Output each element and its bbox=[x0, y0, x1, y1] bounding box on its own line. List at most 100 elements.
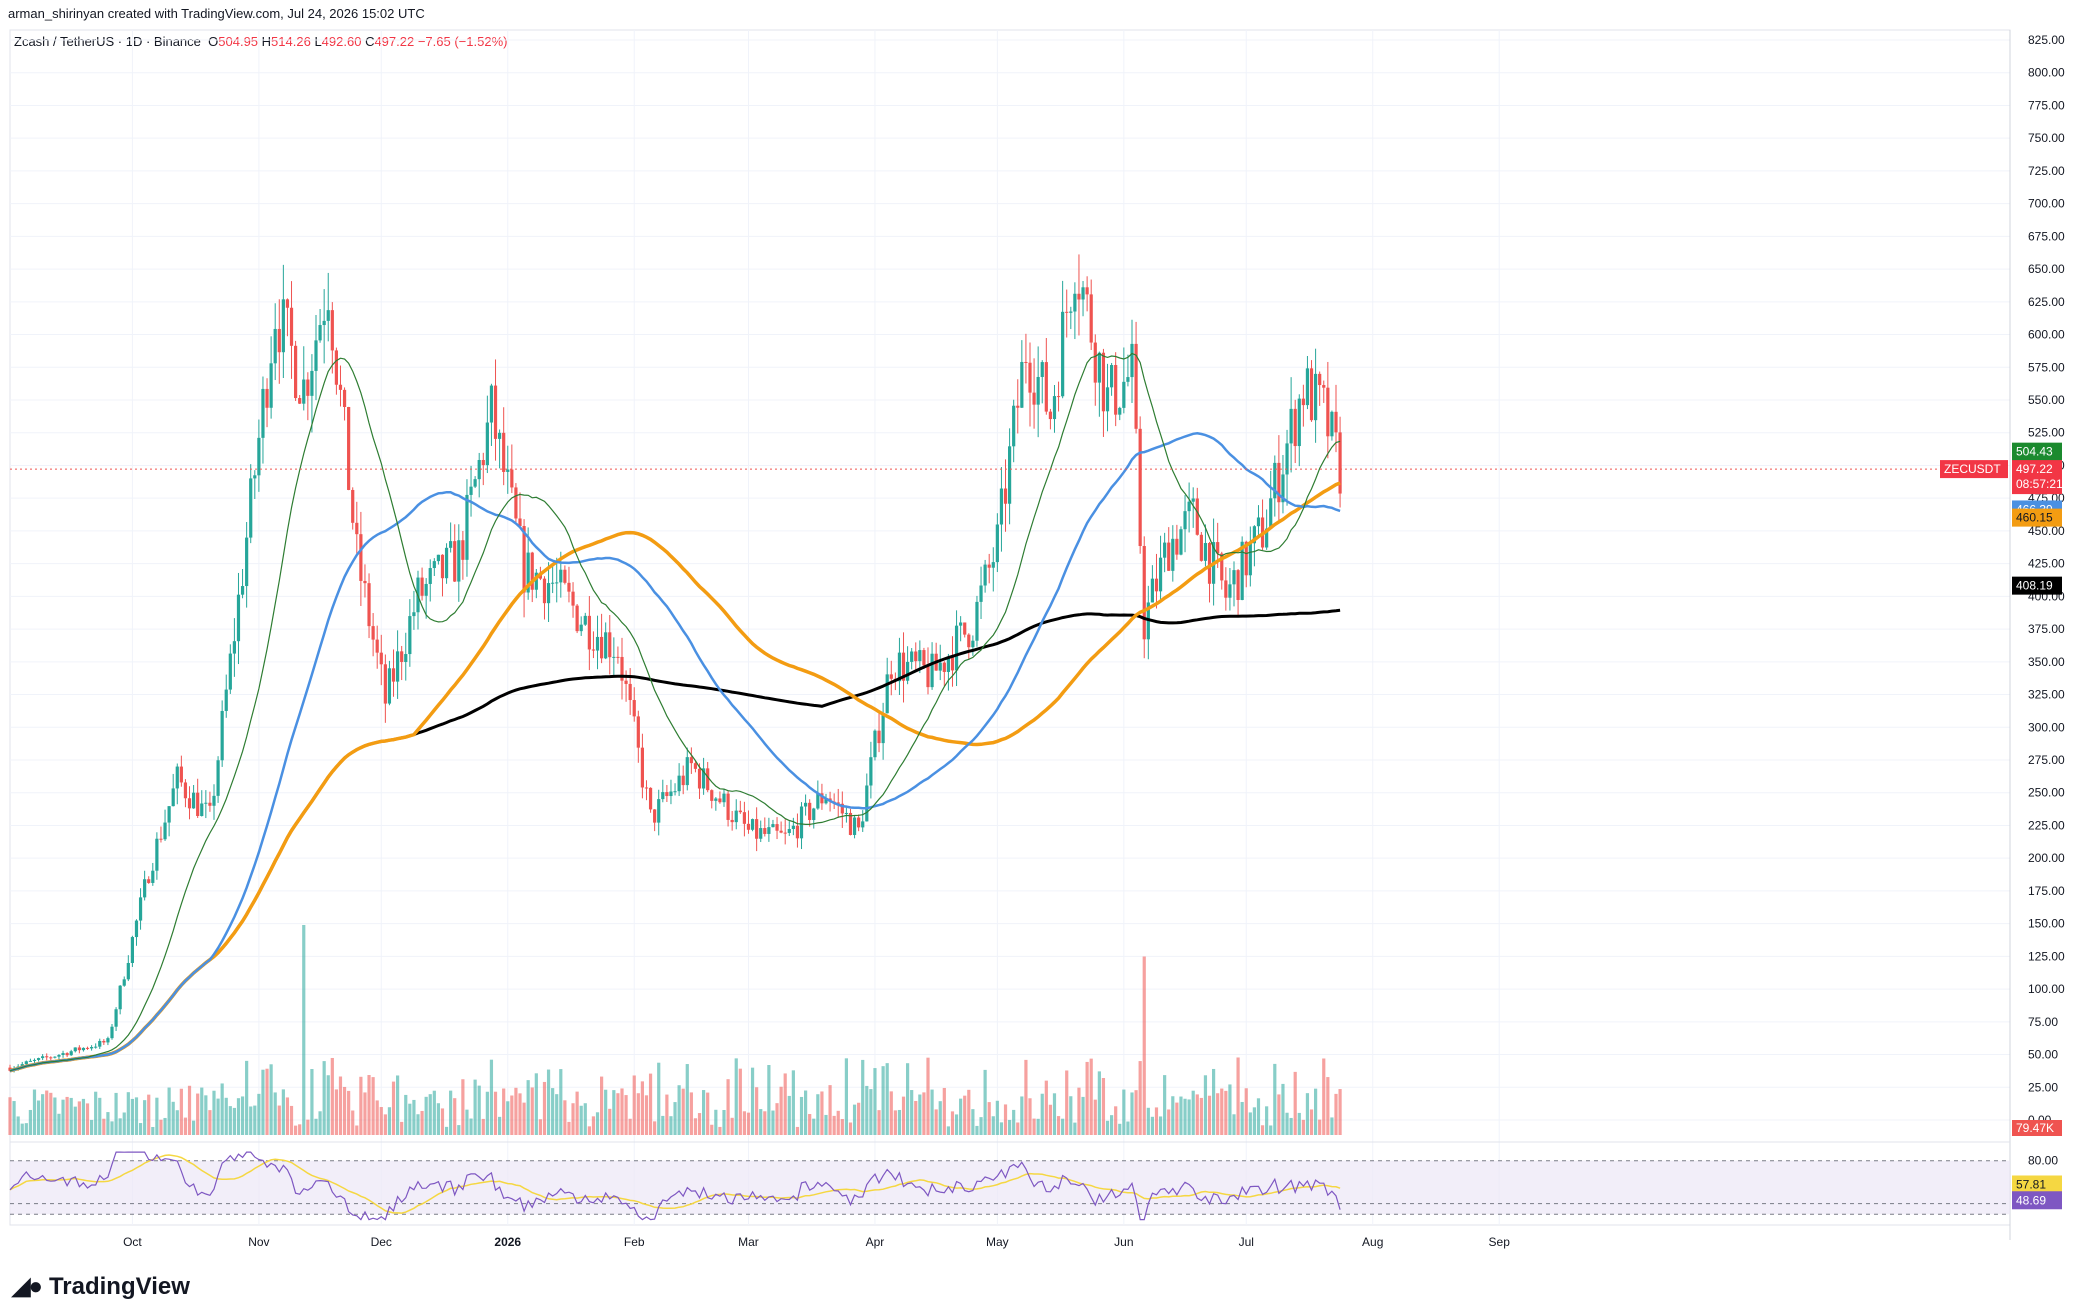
candle-body bbox=[559, 569, 563, 583]
candle-body bbox=[249, 478, 253, 538]
candle-body bbox=[518, 518, 522, 527]
candle-body bbox=[718, 798, 722, 803]
candle-body bbox=[240, 586, 245, 595]
candle-body bbox=[750, 819, 755, 830]
candle-body bbox=[571, 591, 575, 606]
volume-bar bbox=[457, 1125, 461, 1135]
volume-bar bbox=[767, 1065, 771, 1135]
brand-name: TradingView bbox=[48, 1272, 190, 1300]
candle-body bbox=[449, 541, 453, 548]
candle-body bbox=[363, 580, 367, 584]
volume-bar bbox=[669, 1116, 673, 1135]
volume-bar bbox=[269, 1064, 273, 1135]
candle-body bbox=[1154, 578, 1159, 592]
candle-body bbox=[779, 830, 783, 833]
candle-body bbox=[1265, 528, 1269, 548]
volume-bar bbox=[775, 1103, 779, 1135]
candle-body bbox=[269, 363, 273, 408]
volume-bar bbox=[1069, 1096, 1073, 1135]
volume-bar bbox=[436, 1103, 440, 1135]
volume-bar bbox=[697, 1113, 702, 1135]
candle-body bbox=[563, 569, 567, 583]
candle-body bbox=[995, 524, 999, 563]
volume-bar bbox=[971, 1109, 975, 1135]
volume-bar bbox=[718, 1126, 722, 1135]
rsi-band bbox=[10, 1160, 2010, 1215]
candle-body bbox=[681, 775, 685, 786]
y-tick-label: 425.00 bbox=[2028, 557, 2065, 571]
candle-body bbox=[138, 897, 143, 921]
x-tick-label: Mar bbox=[738, 1235, 759, 1249]
candle-body bbox=[677, 775, 681, 792]
volume-bar bbox=[1289, 1117, 1293, 1135]
candle-body bbox=[889, 674, 893, 679]
candle-body bbox=[1065, 311, 1069, 313]
candle-body bbox=[1256, 517, 1261, 527]
volume-bar bbox=[1097, 1071, 1101, 1135]
candle-body bbox=[775, 824, 779, 831]
candle-body bbox=[489, 385, 494, 423]
volume-bar bbox=[620, 1088, 624, 1135]
candle-body bbox=[975, 601, 979, 641]
volume-bar bbox=[702, 1090, 706, 1135]
candle-body bbox=[910, 651, 914, 662]
volume-bar bbox=[795, 1126, 800, 1135]
candle-body bbox=[461, 540, 465, 560]
candle-body bbox=[453, 541, 457, 582]
volume-bar bbox=[844, 1058, 848, 1135]
candle-body bbox=[130, 937, 134, 963]
candle-body bbox=[318, 325, 322, 341]
y-tick-label: 675.00 bbox=[2028, 229, 2065, 243]
volume-bar bbox=[681, 1088, 685, 1135]
volume-bar bbox=[453, 1098, 457, 1135]
volume-bar bbox=[481, 1118, 485, 1135]
volume-bar bbox=[889, 1091, 893, 1135]
volume-bar bbox=[432, 1090, 436, 1135]
candle-body bbox=[926, 665, 930, 688]
volume-bar bbox=[799, 1096, 804, 1135]
candle-body bbox=[706, 768, 710, 791]
volume-bar bbox=[604, 1089, 608, 1135]
candle-body bbox=[338, 384, 343, 390]
candle-body bbox=[1134, 343, 1138, 429]
candle-body bbox=[351, 489, 355, 523]
candle-body bbox=[20, 1064, 24, 1067]
candle-body bbox=[897, 652, 902, 682]
volume-bars bbox=[8, 925, 1342, 1135]
ma-50-line bbox=[9, 432, 1341, 1072]
ma-200-tag-bg bbox=[2012, 576, 2062, 595]
volume-bar bbox=[200, 1087, 204, 1135]
volume-bar bbox=[167, 1087, 171, 1135]
candle-body bbox=[653, 809, 657, 823]
candle-body bbox=[298, 398, 302, 404]
candle-body bbox=[873, 730, 877, 758]
volume-bar bbox=[12, 1101, 16, 1135]
candle-body bbox=[57, 1054, 61, 1057]
x-tick-label: Aug bbox=[1362, 1235, 1383, 1249]
volume-bar bbox=[820, 1091, 824, 1135]
volume-bar bbox=[1154, 1107, 1159, 1135]
volume-bar bbox=[1240, 1101, 1244, 1135]
volume-bar bbox=[914, 1100, 918, 1135]
volume-bar bbox=[477, 1085, 481, 1135]
candle-body bbox=[861, 821, 865, 828]
candle-body bbox=[1122, 381, 1126, 408]
candle-body bbox=[1028, 362, 1032, 393]
volume-bar bbox=[514, 1087, 518, 1135]
candle-body bbox=[1183, 511, 1187, 530]
volume-bar bbox=[563, 1100, 567, 1135]
candle-body bbox=[979, 585, 983, 602]
candle-body bbox=[665, 792, 669, 797]
candle-body bbox=[493, 385, 498, 439]
volume-bar bbox=[522, 1102, 526, 1135]
volume-bar bbox=[179, 1088, 183, 1135]
volume-bar bbox=[1293, 1071, 1297, 1135]
candle-body bbox=[1240, 541, 1244, 600]
volume-bar bbox=[387, 1107, 392, 1135]
x-tick-label: May bbox=[986, 1235, 1009, 1249]
candle-body bbox=[224, 689, 228, 711]
candle-body bbox=[457, 540, 461, 582]
volume-bar bbox=[298, 1124, 302, 1135]
volume-bar bbox=[506, 1101, 510, 1135]
